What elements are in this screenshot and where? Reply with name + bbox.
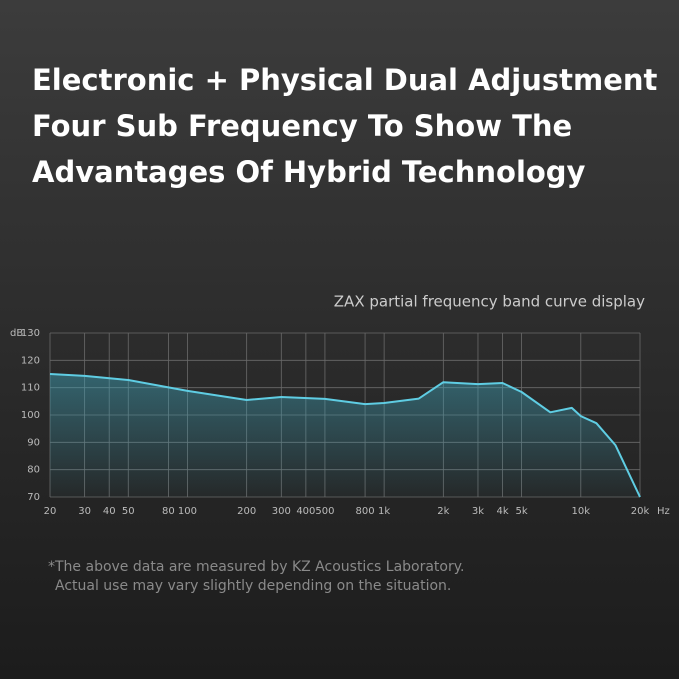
headline: Advantages Of Hybrid Technology — [32, 155, 586, 189]
headline: Four Sub Frequency To Show The — [32, 109, 572, 143]
headline: Electronic + Physical Dual Adjustment — [32, 63, 658, 97]
x-tick-label: 20k — [631, 506, 650, 517]
x-tick-label: 3k — [472, 506, 484, 517]
y-tick-label: 90 — [27, 437, 40, 448]
y-tick-label: 120 — [21, 355, 40, 366]
x-tick-label: 10k — [572, 506, 591, 517]
x-tick-label: 20 — [44, 506, 57, 517]
y-tick-label: 110 — [21, 383, 40, 394]
y-tick-label: 70 — [27, 492, 40, 503]
y-tick-label: 130 — [21, 328, 40, 339]
x-tick-label: 4k — [496, 506, 508, 517]
x-tick-label: 50 — [122, 506, 135, 517]
x-tick-label: 1k — [378, 506, 390, 517]
x-tick-label: 40 — [103, 506, 116, 517]
x-tick-label: 5k — [516, 506, 528, 517]
x-unit: Hz — [657, 506, 670, 517]
x-tick-label: 100 — [178, 506, 197, 517]
x-tick-label: 80 — [162, 506, 175, 517]
x-tick-label: 800 — [356, 506, 375, 517]
footnote: Actual use may vary slightly depending o… — [55, 578, 451, 594]
area — [50, 374, 640, 497]
y-unit: dB — [10, 328, 23, 339]
y-tick-label: 80 — [27, 465, 40, 476]
curve — [49, 373, 641, 498]
x-tick-label: 2k — [437, 506, 449, 517]
subtitle: ZAX partial frequency band curve display — [334, 293, 645, 311]
footnote: *The above data are measured by KZ Acous… — [48, 559, 464, 575]
x-tick-label: 200 — [237, 506, 256, 517]
x-tick-label: 500 — [315, 506, 334, 517]
y-tick-label: 100 — [21, 410, 40, 421]
x-tick-label: 400 — [296, 506, 315, 517]
x-tick-label: 300 — [272, 506, 291, 517]
x-tick-label: 30 — [78, 506, 91, 517]
